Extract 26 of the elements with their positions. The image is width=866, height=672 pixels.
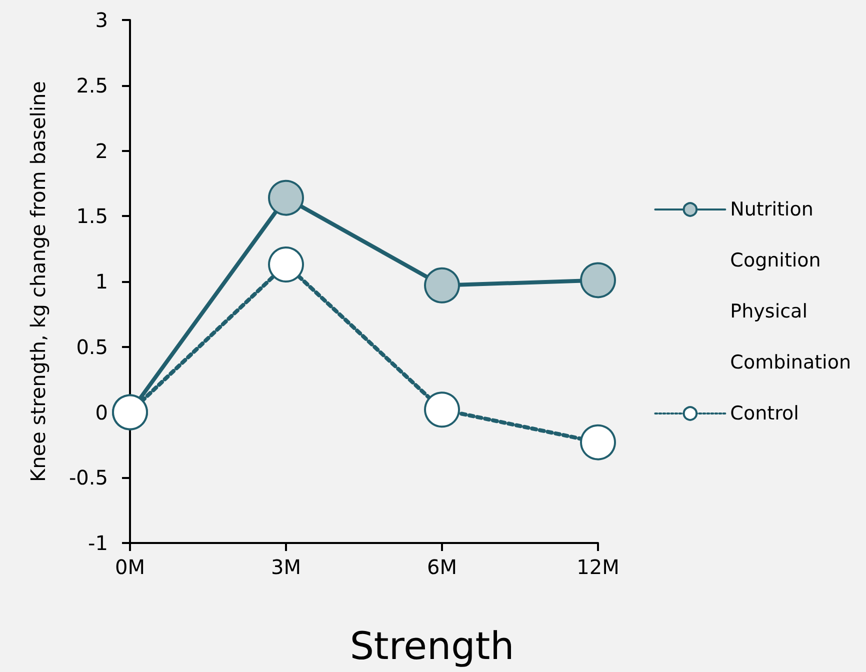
- text: Physical: [730, 300, 808, 322]
- y-tick-label: 0.5: [76, 334, 108, 359]
- y-tick-label: 1: [95, 270, 108, 294]
- point: [424, 267, 460, 304]
- x-tick-label: 12M: [576, 555, 620, 579]
- text: Cognition: [730, 250, 821, 272]
- legend-label: Nutrition: [730, 198, 814, 220]
- y-tick-label: 2: [95, 138, 108, 163]
- text: Combination: [730, 352, 852, 374]
- y-tick-label: 0: [95, 400, 108, 424]
- y-tick-label: 3: [95, 8, 108, 32]
- y-tick-label: -0.5: [68, 466, 108, 490]
- y-tick-label: 2.5: [76, 73, 108, 98]
- point: [580, 424, 616, 460]
- text: Strength: [350, 624, 514, 668]
- x-tick-label: 6M: [427, 555, 457, 579]
- point: [424, 392, 460, 428]
- point: [268, 246, 304, 282]
- y-tick-label: -1: [88, 531, 108, 555]
- x-tick-label: 3M: [271, 555, 301, 579]
- point: [268, 180, 304, 216]
- legend-label: Control: [730, 402, 799, 424]
- y-axis-title: Knee strength, kg change from baseline: [26, 81, 50, 482]
- x-tick-label: 0M: [115, 555, 145, 579]
- point: [580, 262, 616, 298]
- y-tick-label: 1.5: [76, 204, 108, 228]
